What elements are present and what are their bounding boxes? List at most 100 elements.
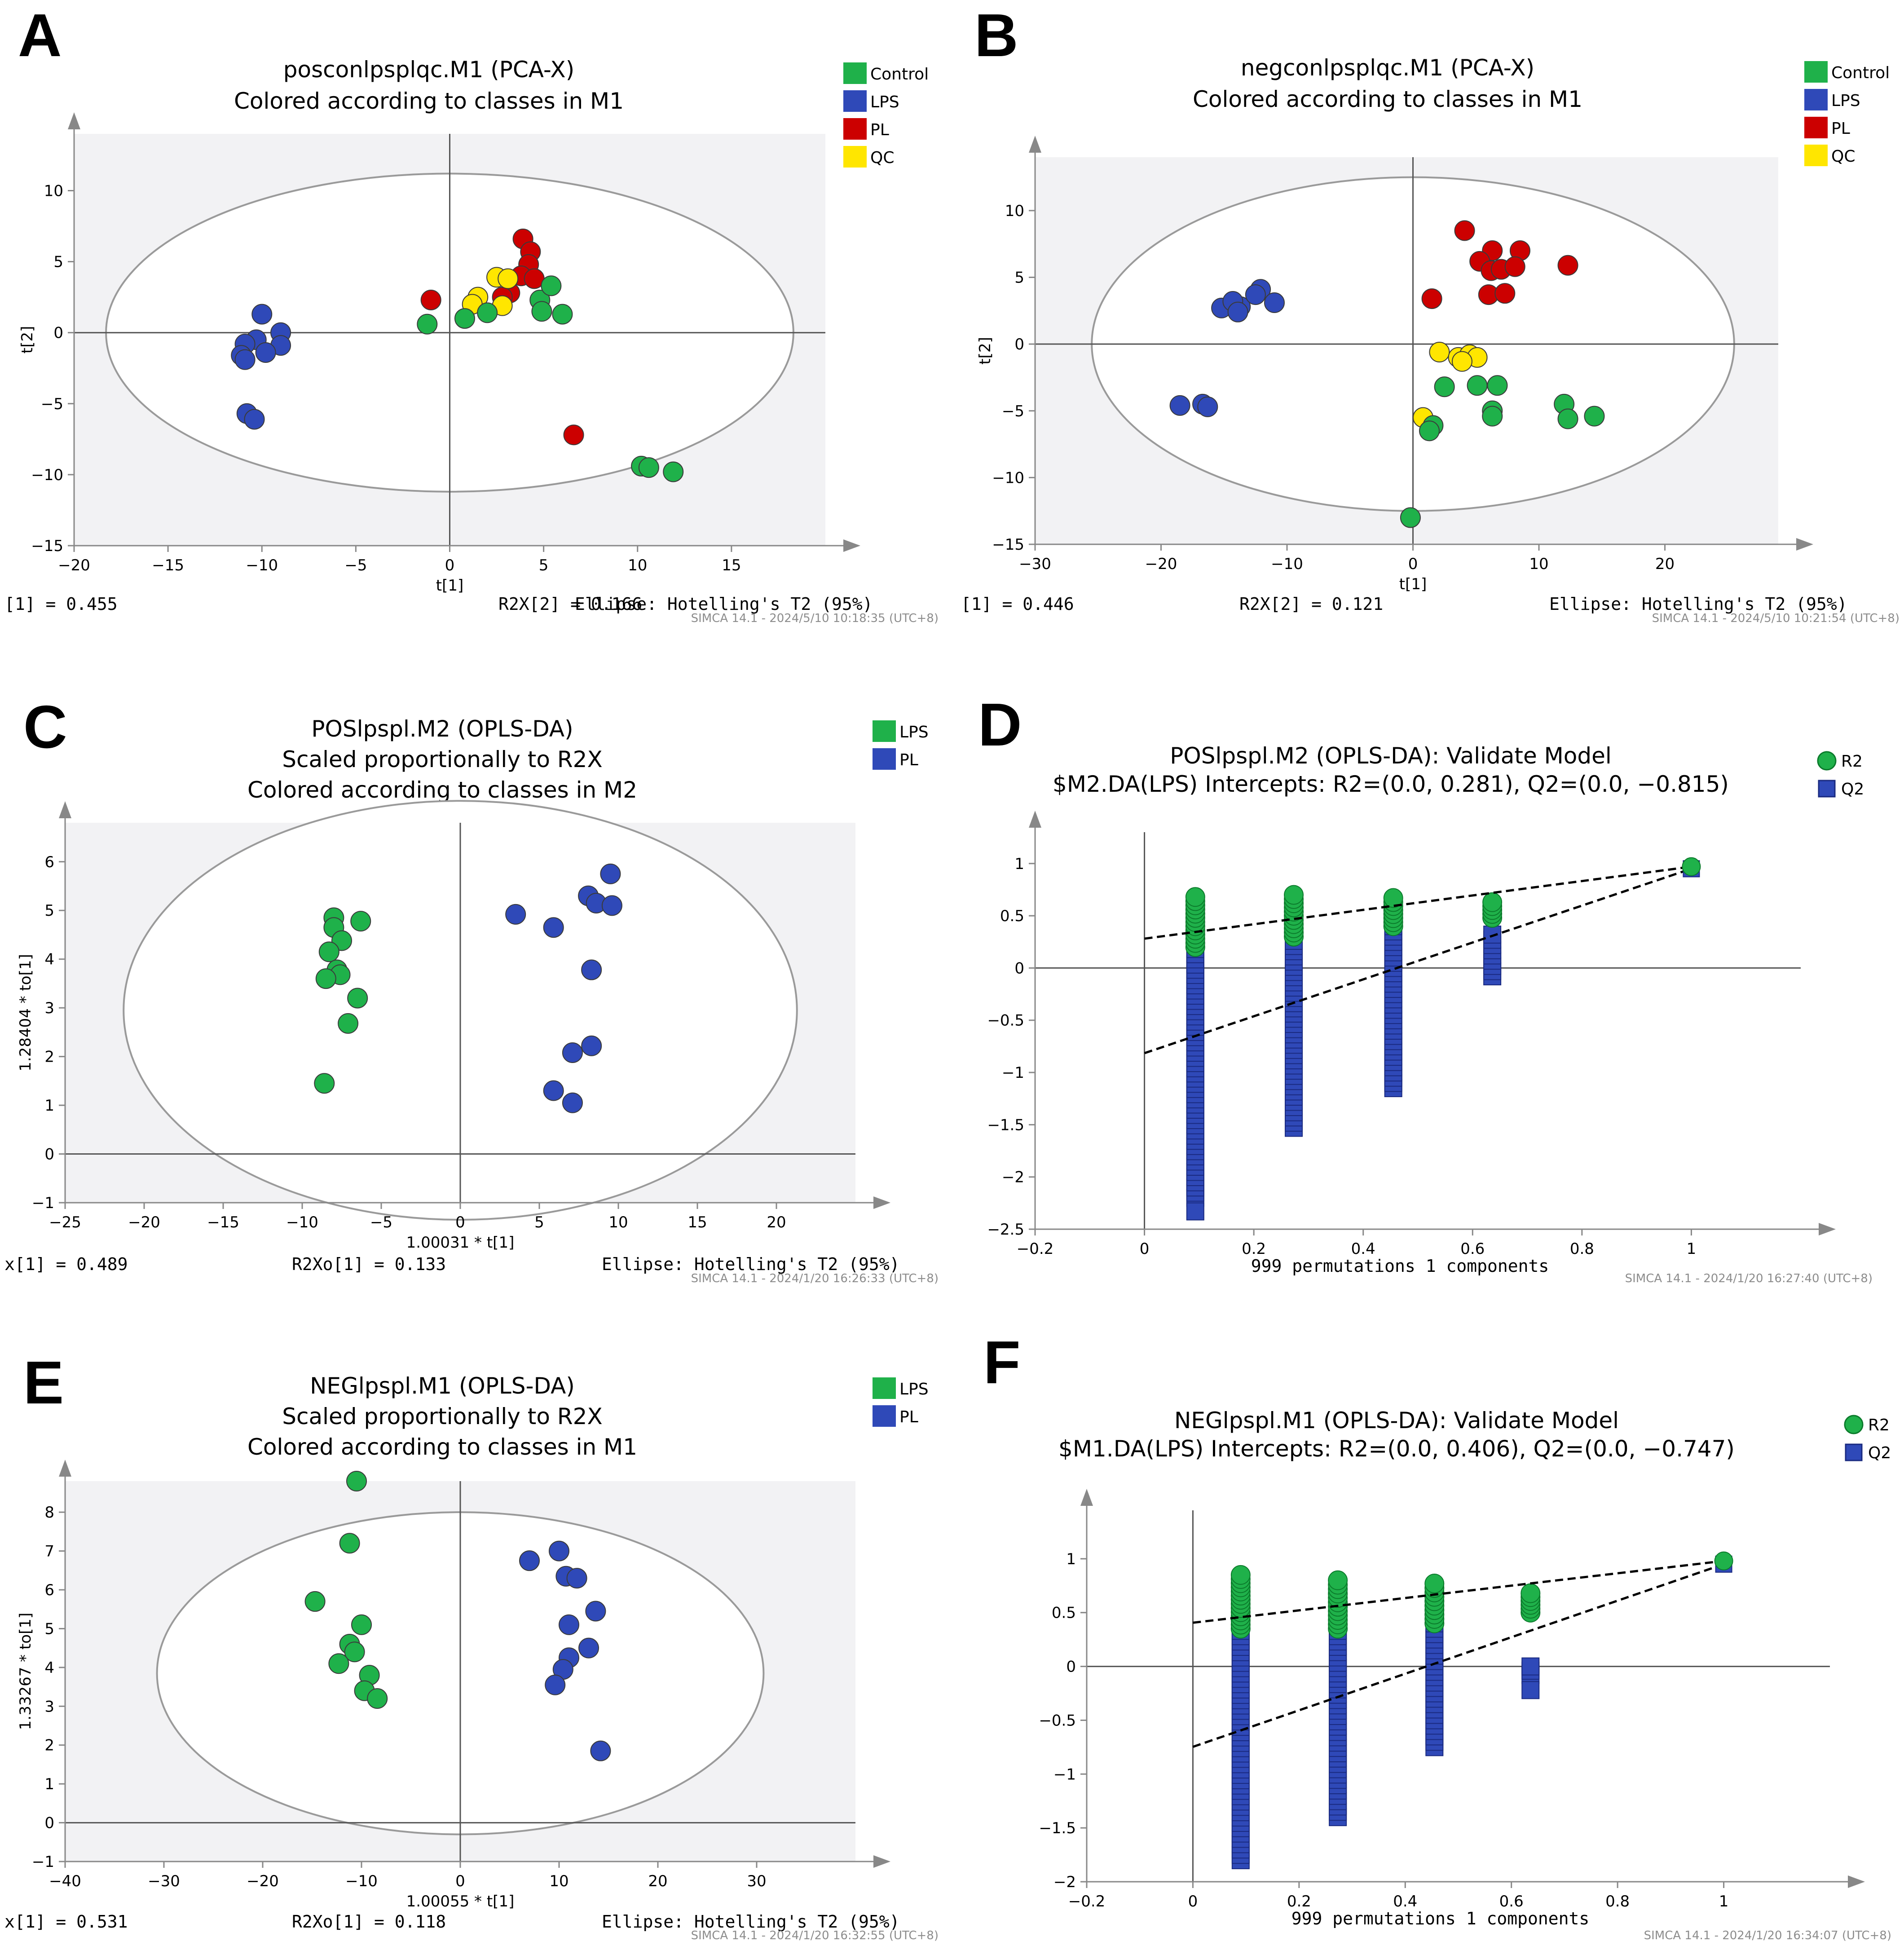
data-point-pl bbox=[581, 959, 602, 980]
legend-label: Q2 bbox=[1868, 1444, 1891, 1462]
x-tick-label: −0.2 bbox=[1068, 1893, 1106, 1910]
panel-E: E NEGlpspl.M1 (OPLS-DA) Scaled proportiona… bbox=[4, 1349, 939, 1942]
axes bbox=[64, 1477, 873, 1862]
data-point-control bbox=[1482, 406, 1503, 427]
chart-title-line: Scaled proportionally to R2X bbox=[282, 746, 602, 772]
data-point-control bbox=[1557, 408, 1578, 429]
data-point-lps bbox=[350, 911, 371, 932]
footer-r2x-2: R2Xo[1] = 0.133 bbox=[292, 1254, 446, 1274]
x-axis-arrow bbox=[1819, 1223, 1836, 1235]
panel-D: D POSlpspl.M2 (OPLS-DA): Validate Model$M… bbox=[978, 691, 1873, 1285]
legend-marker-q2 bbox=[1818, 780, 1836, 798]
y-tick-label: −1 bbox=[32, 1853, 54, 1871]
data-point-control bbox=[1487, 375, 1508, 396]
chart-title-line: NEGlpspl.M1 (OPLS-DA) bbox=[310, 1373, 575, 1399]
footer-r2x: x[1] = 0.531 bbox=[4, 1912, 128, 1932]
legend-label: PL bbox=[899, 1408, 918, 1426]
y-tick-label: 0 bbox=[1014, 335, 1024, 353]
y-tick-label: 5 bbox=[1014, 269, 1024, 287]
x-tick-label: −15 bbox=[152, 556, 184, 574]
r2-marker bbox=[1328, 1570, 1348, 1590]
y-tick-label: 3 bbox=[44, 999, 54, 1017]
legend-label: PL bbox=[870, 121, 889, 139]
y-tick-label: 5 bbox=[44, 1620, 54, 1638]
data-point-control bbox=[638, 457, 659, 478]
y-tick-label: −2.5 bbox=[987, 1221, 1024, 1239]
y-axis-arrow bbox=[59, 1460, 71, 1477]
simca-stamp: SIMCA 14.1 - 2024/1/20 16:34:07 (UTC+8) bbox=[1644, 1929, 1891, 1942]
y-tick-label: 0 bbox=[1066, 1658, 1076, 1676]
legend-swatch bbox=[1804, 145, 1828, 166]
data-point-control bbox=[552, 304, 573, 325]
permutation-column bbox=[1383, 888, 1403, 1097]
panel-C: C POSlpspl.M2 (OPLS-DA) Scaled proportiona… bbox=[4, 693, 939, 1285]
data-point-lps bbox=[304, 1591, 326, 1612]
chart-title-line: Colored according to classes in M2 bbox=[247, 777, 637, 803]
chart-title-line: Colored according to classes in M1 bbox=[234, 88, 624, 114]
x-tick-label: 15 bbox=[688, 1213, 707, 1231]
chart-title-line: $M1.DA(LPS) Intercepts: R2=(0.0, 0.406),… bbox=[1058, 1436, 1735, 1462]
data-point-pl bbox=[566, 1568, 587, 1589]
chart-title-line: $M2.DA(LPS) Intercepts: R2=(0.0, 0.281),… bbox=[1053, 771, 1729, 797]
y-tick-label: 1 bbox=[44, 1097, 54, 1115]
data-point-control bbox=[663, 461, 684, 482]
permutation-column bbox=[1328, 1570, 1348, 1826]
y-axis-arrow bbox=[1029, 811, 1041, 828]
data-point-control bbox=[531, 301, 552, 322]
data-point-control bbox=[1467, 375, 1488, 396]
x-axis-arrow bbox=[873, 1196, 890, 1209]
series-lps bbox=[314, 907, 371, 1094]
r2-marker bbox=[1185, 887, 1205, 907]
data-point-lps bbox=[347, 988, 368, 1009]
x-tick-label: 0.4 bbox=[1393, 1893, 1417, 1910]
x-tick-label: 0 bbox=[445, 556, 455, 574]
data-point-control bbox=[1400, 507, 1421, 528]
x-tick-label: 0.2 bbox=[1242, 1240, 1266, 1258]
panel-F: F NEGlpspl.M1 (OPLS-DA): Validate Model$M… bbox=[983, 1328, 1891, 1942]
y-tick-label: 10 bbox=[1005, 202, 1024, 220]
simca-stamp: SIMCA 14.1 - 2024/5/10 10:18:35 (UTC+8) bbox=[691, 612, 939, 625]
x-tick-label: 20 bbox=[767, 1213, 786, 1231]
chart-title-line: POSlpspl.M2 (OPLS-DA): Validate Model bbox=[1170, 743, 1612, 769]
data-point-pl bbox=[1454, 220, 1475, 241]
x-tick-label: 0 bbox=[455, 1213, 465, 1231]
legend-label: LPS bbox=[1831, 92, 1860, 110]
data-point-lps bbox=[367, 1688, 388, 1709]
y-tick-label: 2 bbox=[44, 1737, 54, 1755]
footer-r2x: x[1] = 0.489 bbox=[4, 1254, 128, 1274]
r2-marker bbox=[1230, 1565, 1251, 1585]
chart-title-line: POSlpspl.M2 (OPLS-DA) bbox=[311, 716, 573, 742]
data-point-lps bbox=[318, 941, 339, 962]
y-tick-label: 5 bbox=[53, 253, 63, 271]
y-tick-label: −1 bbox=[1053, 1765, 1076, 1783]
chart-title-line: negconlpsplqc.M1 (PCA-X) bbox=[1241, 55, 1534, 81]
x-tick-label: −10 bbox=[1271, 555, 1303, 573]
data-point-pl bbox=[562, 1042, 583, 1063]
r2-marker bbox=[1383, 888, 1403, 908]
y-tick-label: 0.5 bbox=[1000, 907, 1024, 925]
data-point-lps bbox=[1197, 396, 1218, 417]
x-tick-label: 0.8 bbox=[1605, 1893, 1630, 1910]
y-tick-label: −1 bbox=[32, 1194, 54, 1212]
panel-letter: C bbox=[23, 693, 67, 761]
panel-letter: B bbox=[974, 1, 1018, 69]
x-tick-label: 10 bbox=[628, 556, 647, 574]
legend-swatch bbox=[1804, 61, 1828, 83]
data-point-control bbox=[1419, 420, 1440, 441]
legend-label: Control bbox=[870, 65, 929, 84]
permutation-column bbox=[1230, 1565, 1251, 1870]
legend-marker-q2 bbox=[1845, 1443, 1863, 1461]
y-tick-label: 5 bbox=[44, 902, 54, 920]
data-point-pl bbox=[585, 1601, 606, 1622]
y-tick-label: −10 bbox=[992, 469, 1024, 487]
series-control bbox=[1400, 375, 1605, 528]
y-axis-arrow bbox=[1029, 136, 1041, 153]
x-tick-label: −0.2 bbox=[1017, 1240, 1054, 1258]
x-tick-label: 20 bbox=[648, 1872, 667, 1890]
series-qc bbox=[1412, 341, 1488, 428]
x-tick-label: −25 bbox=[49, 1213, 81, 1231]
data-point-lps bbox=[1245, 284, 1266, 305]
legend-label: R2 bbox=[1841, 752, 1863, 771]
x-tick-label: −30 bbox=[1019, 555, 1051, 573]
